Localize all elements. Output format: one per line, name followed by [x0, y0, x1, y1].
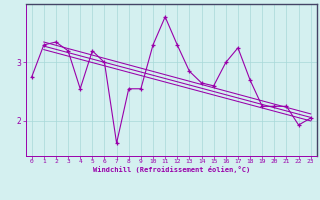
X-axis label: Windchill (Refroidissement éolien,°C): Windchill (Refroidissement éolien,°C) [92, 166, 250, 173]
